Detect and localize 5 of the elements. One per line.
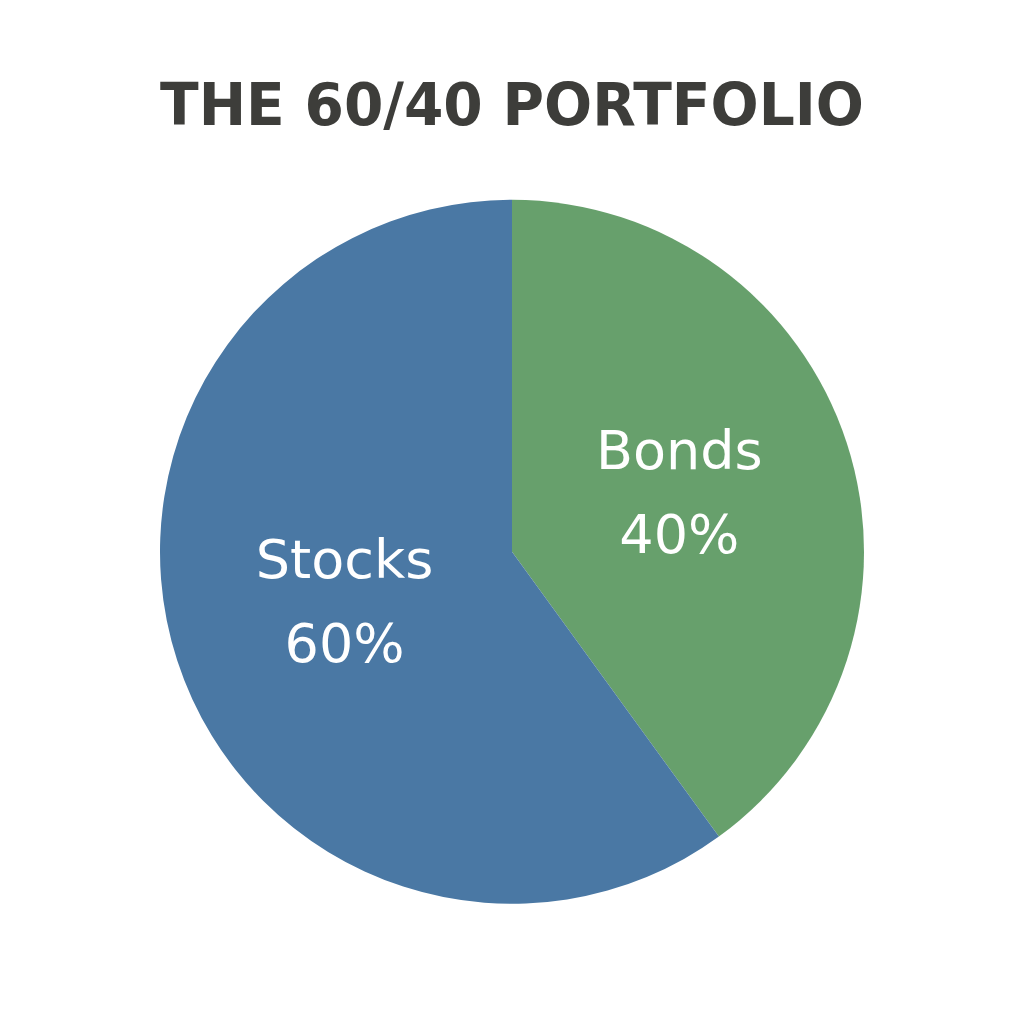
slice-label: Bonds [596,419,763,483]
slice-label: Stocks [255,528,434,592]
data-label: 60% [284,612,405,676]
chart-title: THE 60/40 PORTFOLIO [160,71,864,140]
data-label: 40% [619,503,740,567]
